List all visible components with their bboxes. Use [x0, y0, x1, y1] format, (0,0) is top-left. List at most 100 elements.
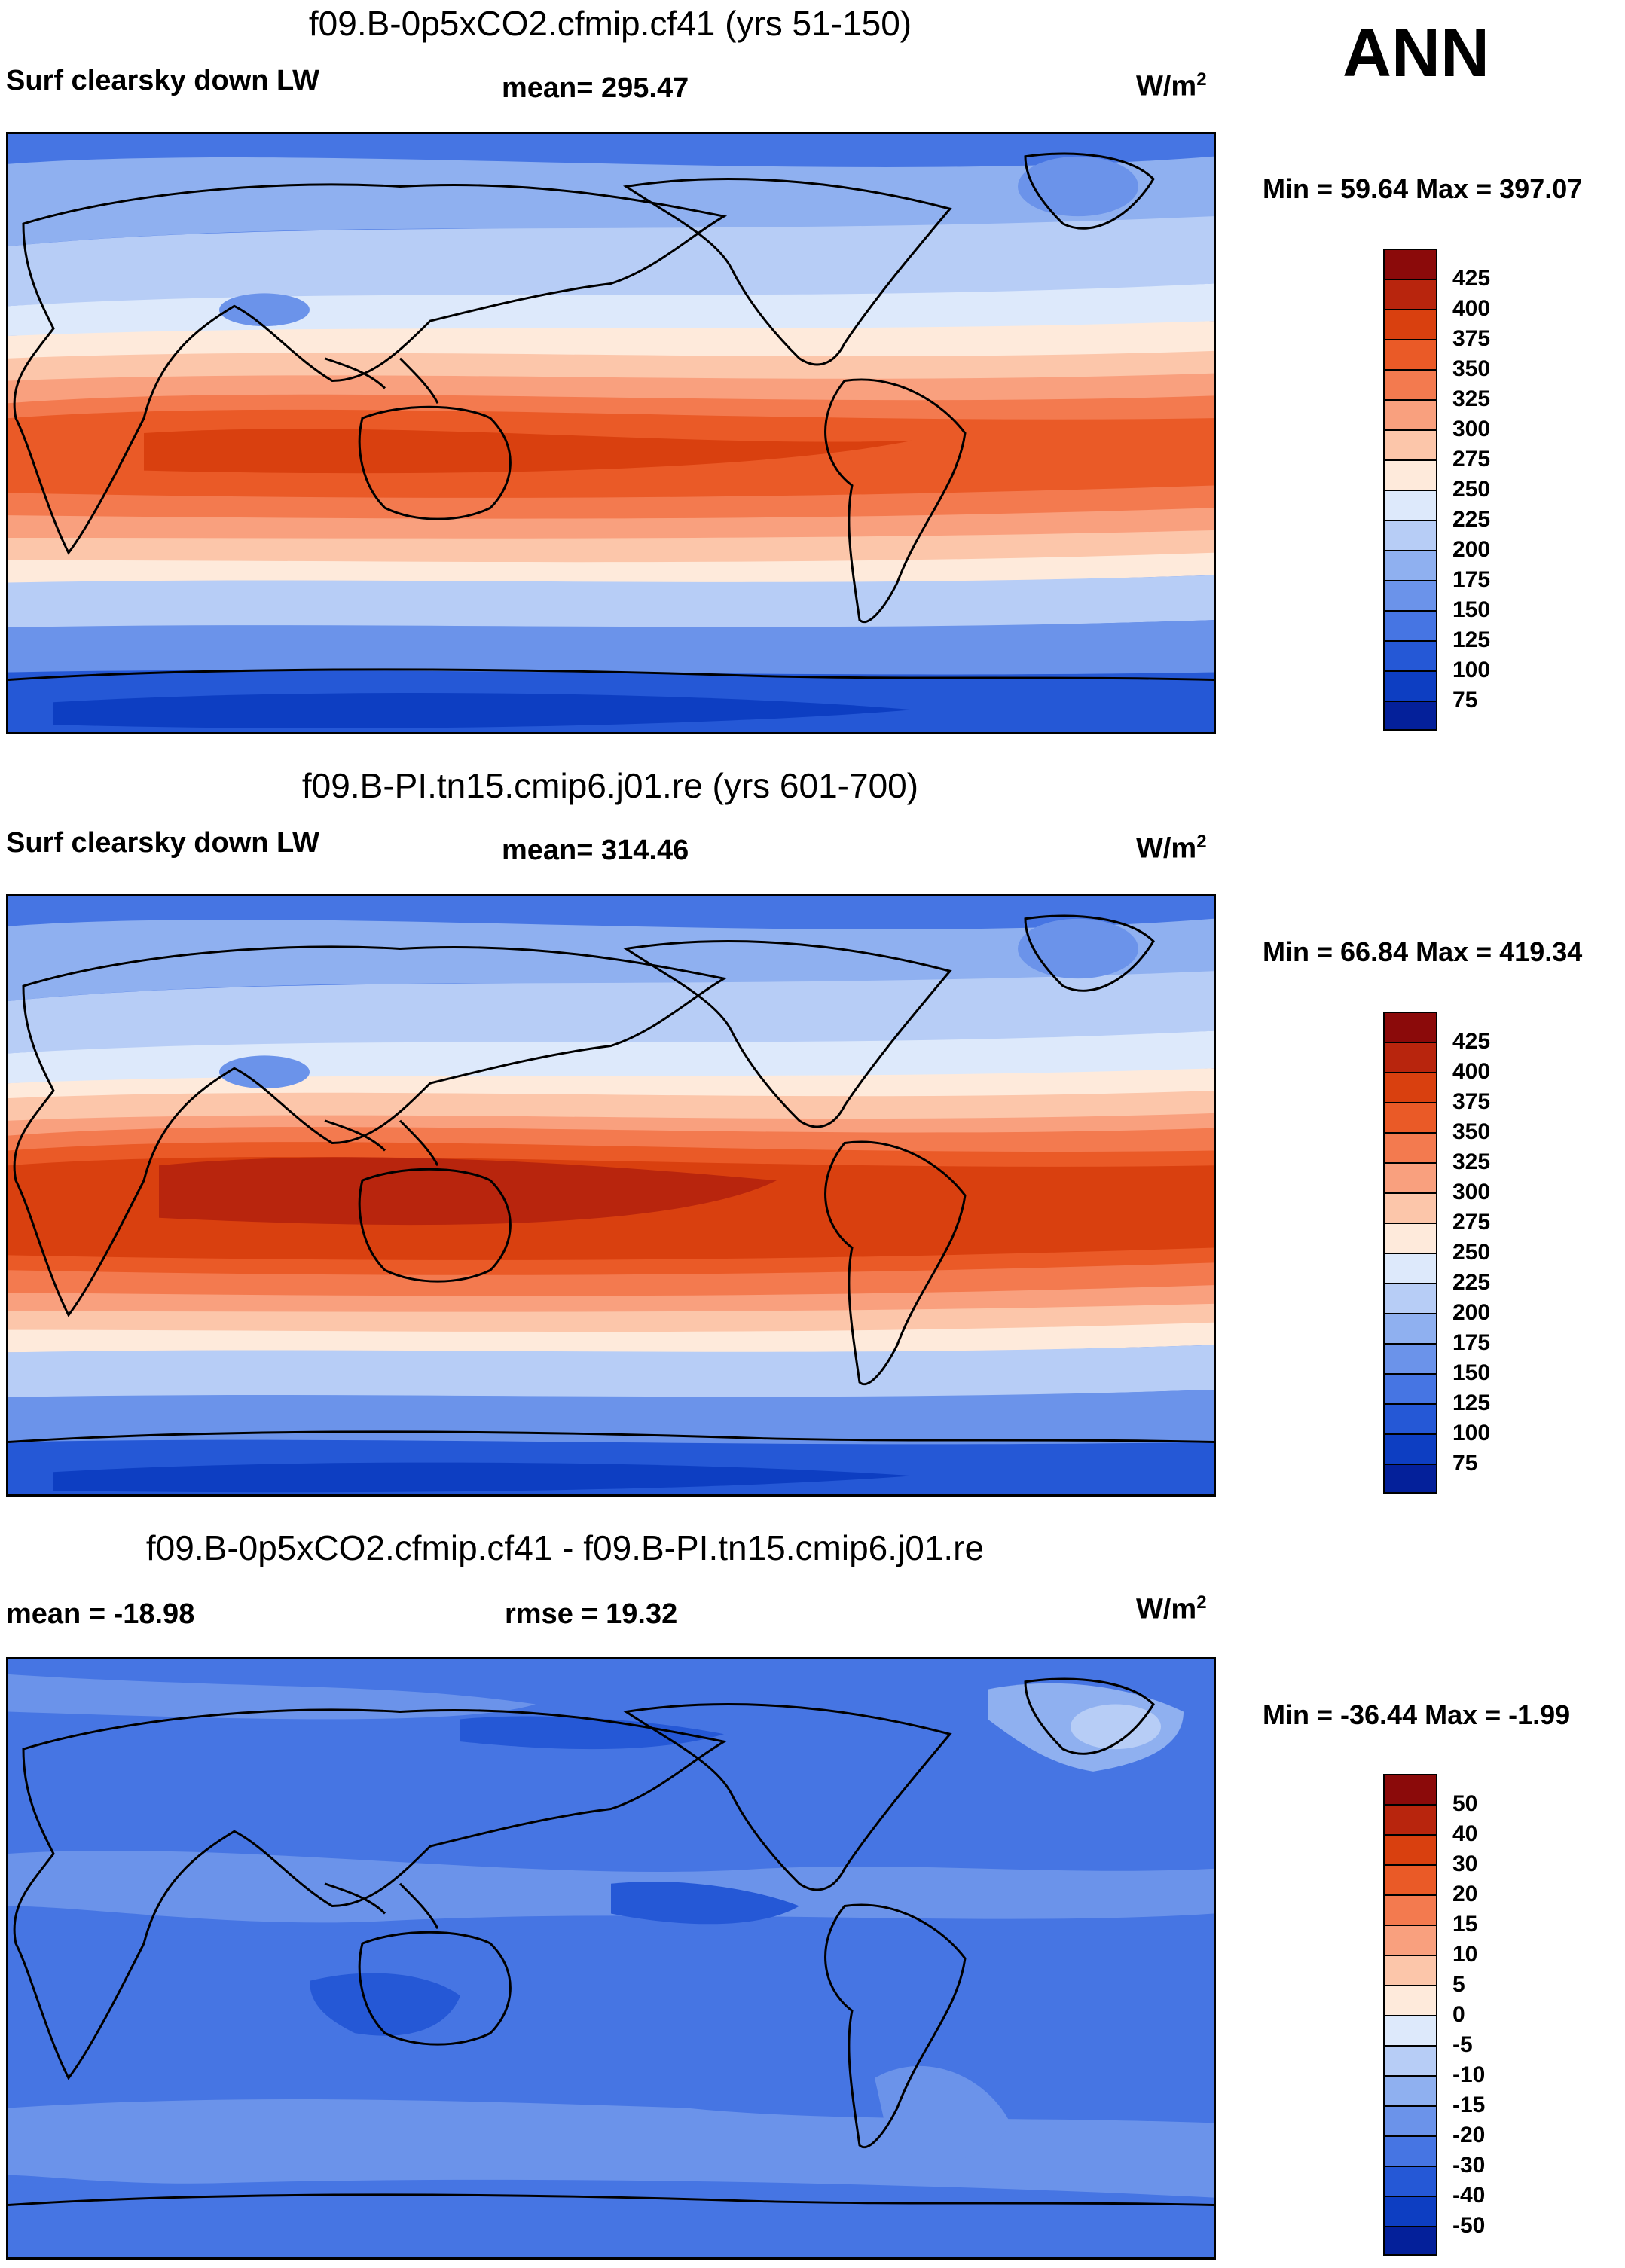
colorbar-swatch [1383, 2105, 1437, 2135]
colorbar-swatch [1383, 1373, 1437, 1403]
colorbar-swatch [1383, 1192, 1437, 1223]
colorbar-tick: 275 [1452, 1210, 1491, 1235]
colorbar-tick: 200 [1452, 537, 1491, 562]
colorbar-tick: 375 [1452, 1089, 1491, 1114]
colorbar-swatch [1383, 2226, 1437, 2256]
variable-label: Surf clearsky down LW [6, 65, 319, 96]
colorbar-tick: 5 [1452, 1972, 1465, 1997]
colorbar-swatch [1383, 1313, 1437, 1343]
colorbar-swatch [1383, 339, 1437, 369]
contour-map [8, 896, 1214, 1494]
season-label: ANN [1342, 16, 1489, 91]
colorbar-swatch [1383, 1223, 1437, 1253]
colorbar-tick: 300 [1452, 1180, 1491, 1204]
colorbar-swatch [1383, 2075, 1437, 2105]
map-panel-1 [6, 132, 1216, 734]
colorbar-swatch [1383, 399, 1437, 429]
colorbar-tick: 100 [1452, 658, 1491, 682]
colorbar-swatch [1383, 1403, 1437, 1433]
colorbar-swatch [1383, 1985, 1437, 2015]
colorbar-swatch [1383, 640, 1437, 670]
colorbar-tick: 225 [1452, 507, 1491, 532]
colorbar-tick: 75 [1452, 1451, 1478, 1476]
colorbar-swatch [1383, 1804, 1437, 1834]
mean-label: mean = -18.98 [6, 1598, 195, 1630]
colorbar-tick: 400 [1452, 1059, 1491, 1084]
colorbar-tick: 30 [1452, 1851, 1478, 1876]
colorbar-tick: 325 [1452, 386, 1491, 411]
colorbar-tick: 425 [1452, 266, 1491, 291]
colorbar-tick: 250 [1452, 477, 1491, 502]
colorbar-swatch [1383, 459, 1437, 490]
colorbar-tick: 250 [1452, 1240, 1491, 1265]
panel-title: f09.B-PI.tn15.cmip6.j01.re (yrs 601-700) [301, 766, 919, 805]
colorbar-tick: 150 [1452, 1360, 1491, 1385]
colorbar-tick: 350 [1452, 1119, 1491, 1144]
colorbar-tick: 425 [1452, 1029, 1491, 1054]
colorbar-3: 50 40 30 20 15 10 5 0 -5 -10 -15 -20 -30… [1383, 1774, 1485, 2256]
colorbar-tick: -10 [1452, 2062, 1486, 2087]
panel-title: f09.B-0p5xCO2.cfmip.cf41 - f09.B-PI.tn15… [145, 1528, 985, 1567]
colorbar-swatch [1383, 249, 1437, 279]
colorbar-tick: 40 [1452, 1821, 1478, 1846]
colorbar-swatch [1383, 1042, 1437, 1072]
colorbar-swatch [1383, 1955, 1437, 1985]
colorbar-swatch [1383, 1894, 1437, 1925]
colorbar-tick: 50 [1452, 1791, 1478, 1816]
colorbar-swatch [1383, 2015, 1437, 2045]
colorbar-tick: -50 [1452, 2213, 1486, 2238]
colorbar-tick: 300 [1452, 417, 1491, 441]
colorbar-swatch [1383, 2196, 1437, 2226]
colorbar-tick: 200 [1452, 1300, 1491, 1325]
min-max-label: Min = 59.64 Max = 397.07 [1263, 173, 1583, 204]
min-max-label: Min = 66.84 Max = 419.34 [1263, 936, 1583, 967]
contour-map [8, 134, 1214, 732]
colorbar-swatch [1383, 550, 1437, 580]
colorbar-tick: 100 [1452, 1421, 1491, 1445]
colorbar-tick: -20 [1452, 2123, 1486, 2147]
colorbar-swatch [1383, 1834, 1437, 1864]
variable-label: Surf clearsky down LW [6, 827, 319, 859]
colorbar-tick: -5 [1452, 2032, 1473, 2057]
colorbar-swatch [1383, 1253, 1437, 1283]
colorbar-tick: 375 [1452, 326, 1491, 351]
colorbar-tick: 275 [1452, 447, 1491, 472]
panel-title: f09.B-0p5xCO2.cfmip.cf41 (yrs 51-150) [308, 4, 912, 43]
colorbar-swatch [1383, 429, 1437, 459]
colorbar-tick: 0 [1452, 2002, 1465, 2027]
colorbar-tick: 175 [1452, 1330, 1491, 1355]
colorbar-tick: -40 [1452, 2183, 1486, 2208]
units-label: W/m2 [1136, 69, 1207, 102]
colorbar-swatch [1383, 1102, 1437, 1132]
units-label: W/m2 [1136, 832, 1207, 865]
colorbar-swatch [1383, 1343, 1437, 1373]
colorbar-tick: 150 [1452, 597, 1491, 622]
colorbar-swatch [1383, 520, 1437, 550]
colorbar-tick: 125 [1452, 627, 1491, 652]
colorbar-swatch [1383, 1464, 1437, 1494]
colorbar-swatch [1383, 1162, 1437, 1192]
mean-label: mean= 314.46 [502, 835, 689, 866]
colorbar-swatch [1383, 369, 1437, 399]
colorbar-swatch [1383, 309, 1437, 339]
colorbar-tick: 175 [1452, 567, 1491, 592]
rmse-label: rmse = 19.32 [505, 1598, 678, 1630]
colorbar-swatch [1383, 2166, 1437, 2196]
colorbar-swatch [1383, 490, 1437, 520]
units-label: W/m2 [1136, 1592, 1207, 1625]
colorbar-swatch [1383, 1283, 1437, 1313]
colorbar-swatch [1383, 1072, 1437, 1102]
colorbar-swatch [1383, 2045, 1437, 2075]
colorbar-tick: 225 [1452, 1270, 1491, 1295]
colorbar-swatch [1383, 701, 1437, 731]
min-max-label: Min = -36.44 Max = -1.99 [1263, 1699, 1571, 1730]
colorbar-swatch [1383, 2135, 1437, 2166]
colorbar-tick: 20 [1452, 1882, 1478, 1906]
colorbar-swatch [1383, 670, 1437, 701]
map-panel-2 [6, 894, 1216, 1497]
colorbar-tick: 125 [1452, 1390, 1491, 1415]
colorbar-swatch [1383, 1925, 1437, 1955]
colorbar-tick: -15 [1452, 2092, 1486, 2117]
colorbar-swatch [1383, 1864, 1437, 1894]
colorbar-swatch [1383, 610, 1437, 640]
